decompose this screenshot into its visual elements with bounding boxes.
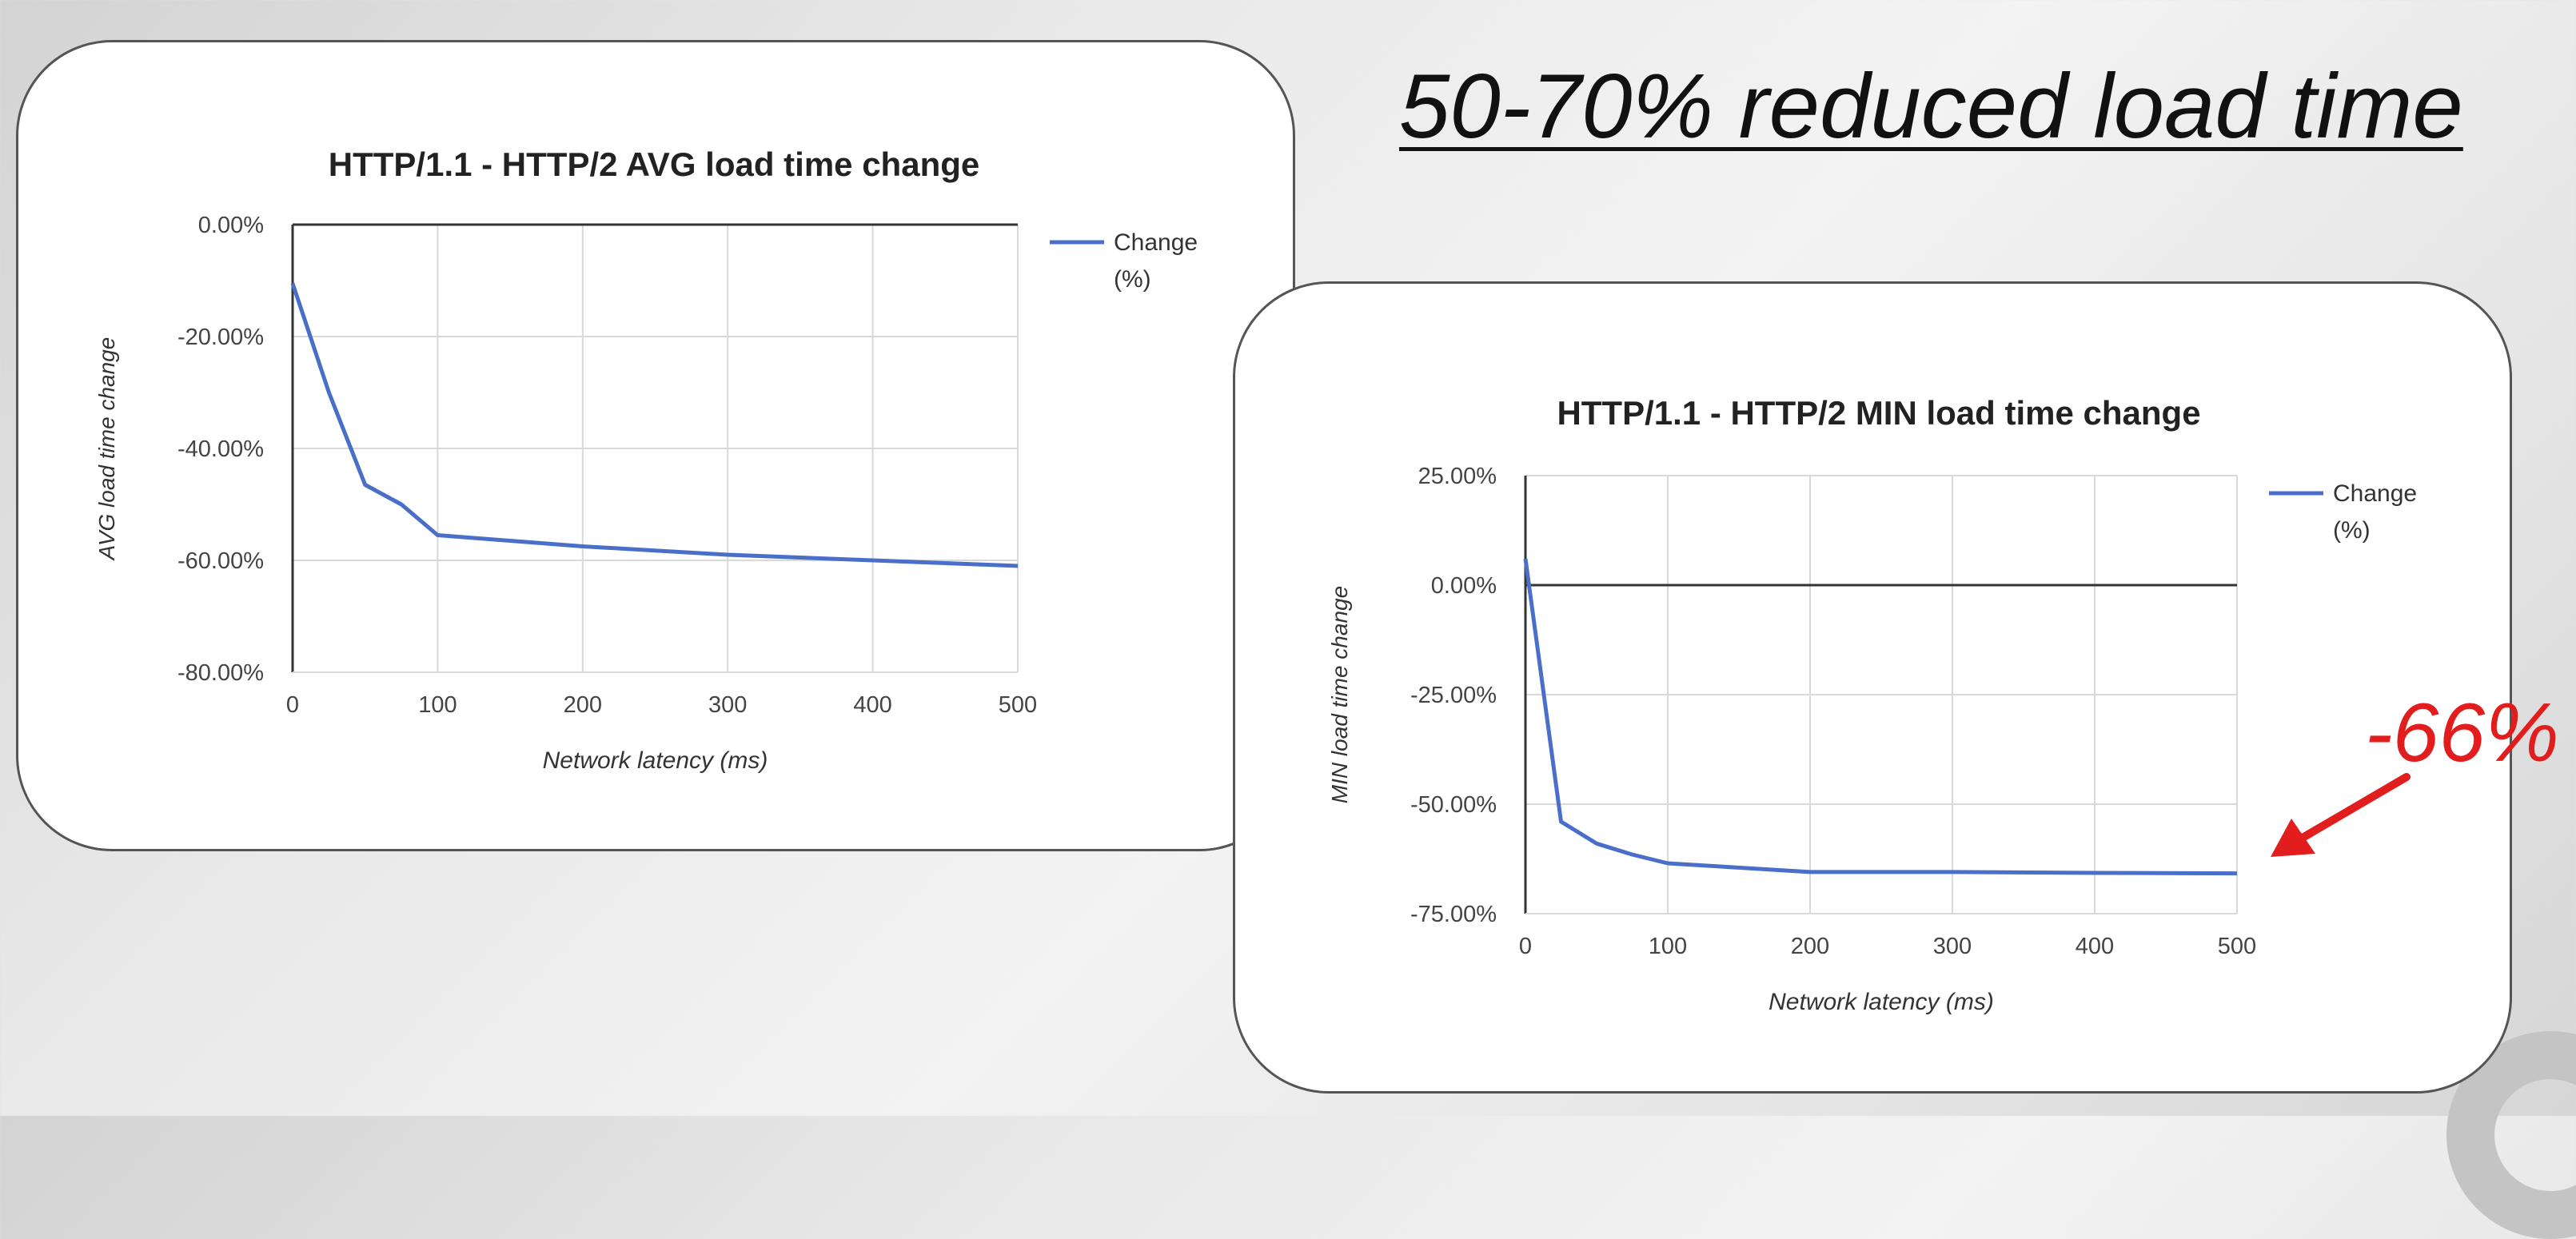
avg-legend-label: Change [1114,229,1198,256]
avg-legend-label: (%) [1114,266,1151,293]
min-y-tick-label: -75.00% [1410,902,1497,927]
min-y-tick-label: -25.00% [1410,683,1497,708]
min-legend-label: (%) [2333,517,2371,544]
avg-x-tick-label: 500 [999,692,1037,718]
avg-x-axis-label: Network latency (ms) [543,747,768,774]
headline: 50-70% reduced load time [1399,54,2454,159]
min-x-tick-label: 0 [1519,934,1532,959]
min-legend-label: Change [2333,480,2417,507]
avg-y-tick-label: 0.00% [198,213,264,238]
min-x-tick-label: 500 [2218,934,2256,959]
avg-x-tick-label: 100 [418,692,457,718]
avg-series-line [293,284,1018,567]
min-chart-title: HTTP/1.1 - HTTP/2 MIN load time change [1557,394,2200,432]
min-x-tick-label: 200 [1791,934,1829,959]
avg-load-time-chart: HTTP/1.1 - HTTP/2 AVG load time change 0.… [18,42,1298,854]
min-x-axis-label: Network latency (ms) [1769,989,1994,1015]
min-y-tick-label: 25.00% [1418,464,1497,489]
avg-x-tick-label: 400 [853,692,891,718]
callout-arrow-icon [2255,767,2415,863]
min-series-line [1525,559,2237,874]
avg-x-tick-label: 0 [286,692,299,718]
avg-y-tick-label: -40.00% [177,436,264,462]
avg-chart-title: HTTP/1.1 - HTTP/2 AVG load time change [329,145,979,183]
min-y-axis-label: MIN load time change [1327,586,1352,803]
avg-x-tick-label: 200 [564,692,602,718]
min-x-tick-label: 400 [2076,934,2114,959]
avg-x-tick-label: 300 [708,692,747,718]
min-y-tick-label: -50.00% [1410,792,1497,818]
avg-y-axis-label: AVG load time change [94,337,119,562]
min-y-tick-label: 0.00% [1431,573,1497,599]
avg-y-tick-label: -20.00% [177,325,264,350]
min-x-tick-label: 100 [1649,934,1687,959]
avg-y-tick-label: -60.00% [177,548,264,574]
min-chart-card: HTTP/1.1 - HTTP/2 MIN load time change 25… [1233,281,2512,1094]
avg-chart-card: HTTP/1.1 - HTTP/2 AVG load time change 0.… [16,40,1295,851]
avg-y-tick-label: -80.00% [177,660,264,686]
min-x-tick-label: 300 [1933,934,1972,959]
min-load-time-chart: HTTP/1.1 - HTTP/2 MIN load time change 25… [1235,284,2514,1096]
